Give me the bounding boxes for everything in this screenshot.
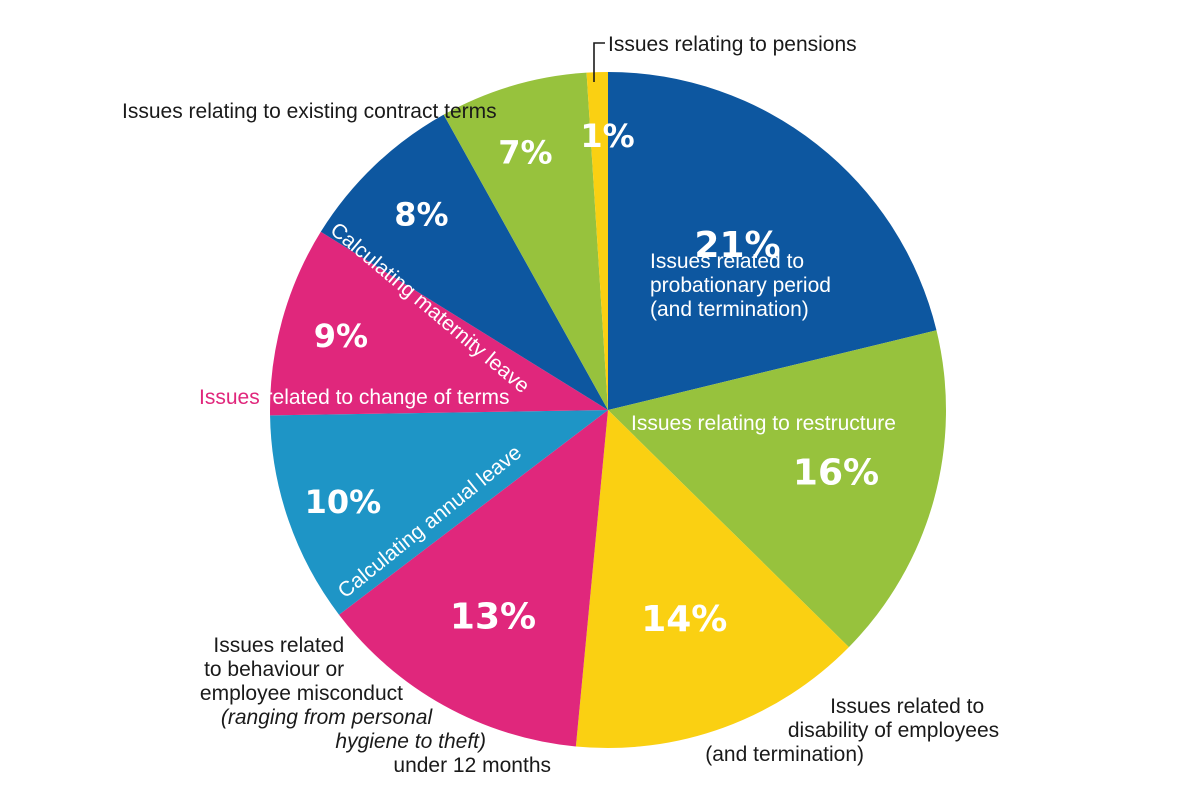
- label-behaviour-italic-line-2: hygiene to theft): [335, 730, 486, 753]
- label-behaviour-line-3: employee misconduct: [200, 682, 403, 705]
- pie-slice-4: [339, 410, 608, 747]
- label-existing-contract: Issues relating to existing contract ter…: [122, 100, 497, 123]
- slice-percentage-3: 14%: [641, 599, 727, 640]
- label-restructure: Issues relating to restructure: [631, 412, 896, 435]
- slice-percentage-7: 8%: [394, 195, 448, 233]
- slice-percentage-4: 13%: [450, 596, 536, 637]
- label-behaviour-italic-line-1: (ranging from personal: [221, 706, 434, 729]
- label-behaviour-line-1: Issues related: [213, 634, 344, 657]
- pie-slice-3: [575, 410, 849, 749]
- label-change-rest: related to change of terms: [260, 386, 510, 409]
- pie-slices: [269, 72, 946, 749]
- slice-percentage-6: 9%: [314, 317, 368, 355]
- label-change-prefix: Issues: [199, 386, 260, 409]
- label-behaviour-tail: under 12 months: [393, 754, 551, 777]
- slice-percentage-2: 16%: [793, 453, 879, 494]
- label-disability-line-2: disability of employees: [788, 719, 999, 742]
- label-disability-line-3: (and termination): [705, 743, 864, 766]
- label-disability: Issues related to disability of employee…: [705, 695, 1005, 766]
- label-probation-line-3: (and termination): [650, 298, 809, 321]
- pie-slice-6: [269, 231, 608, 416]
- pie-slice-2: [608, 330, 946, 648]
- label-disability-line-1: Issues related to: [830, 695, 984, 718]
- label-probation-line-2: probationary period: [650, 274, 831, 297]
- percentage-labels: 21% 16% 14% 13% 10% 9% 8% 7% 1%: [305, 117, 879, 640]
- slice-percentage-8: 7%: [498, 134, 552, 172]
- slice-percentage-1: 21%: [694, 225, 780, 266]
- pie-slice-9: [586, 72, 608, 410]
- label-probation: Issues related to probationary period (a…: [650, 250, 837, 321]
- pie-slice-5: [270, 410, 608, 615]
- label-change-of-terms: Issues related to change of terms: [199, 386, 510, 409]
- slice-percentage-9: 1%: [580, 117, 634, 155]
- pie-slice-8: [443, 72, 608, 411]
- pie-slice-7: [320, 114, 608, 410]
- label-behaviour-italic: (ranging from personal hygiene to theft): [221, 706, 486, 753]
- slice-percentage-5: 10%: [305, 483, 382, 521]
- label-pensions: Issues relating to pensions: [608, 33, 857, 56]
- pie-slice-1: [608, 72, 937, 410]
- label-probation-line-1: Issues related to: [650, 250, 804, 273]
- label-behaviour-line-2: to behaviour or: [204, 658, 344, 681]
- label-behaviour: Issues related to behaviour or employee …: [200, 634, 403, 705]
- pensions-leader-line: [593, 42, 605, 82]
